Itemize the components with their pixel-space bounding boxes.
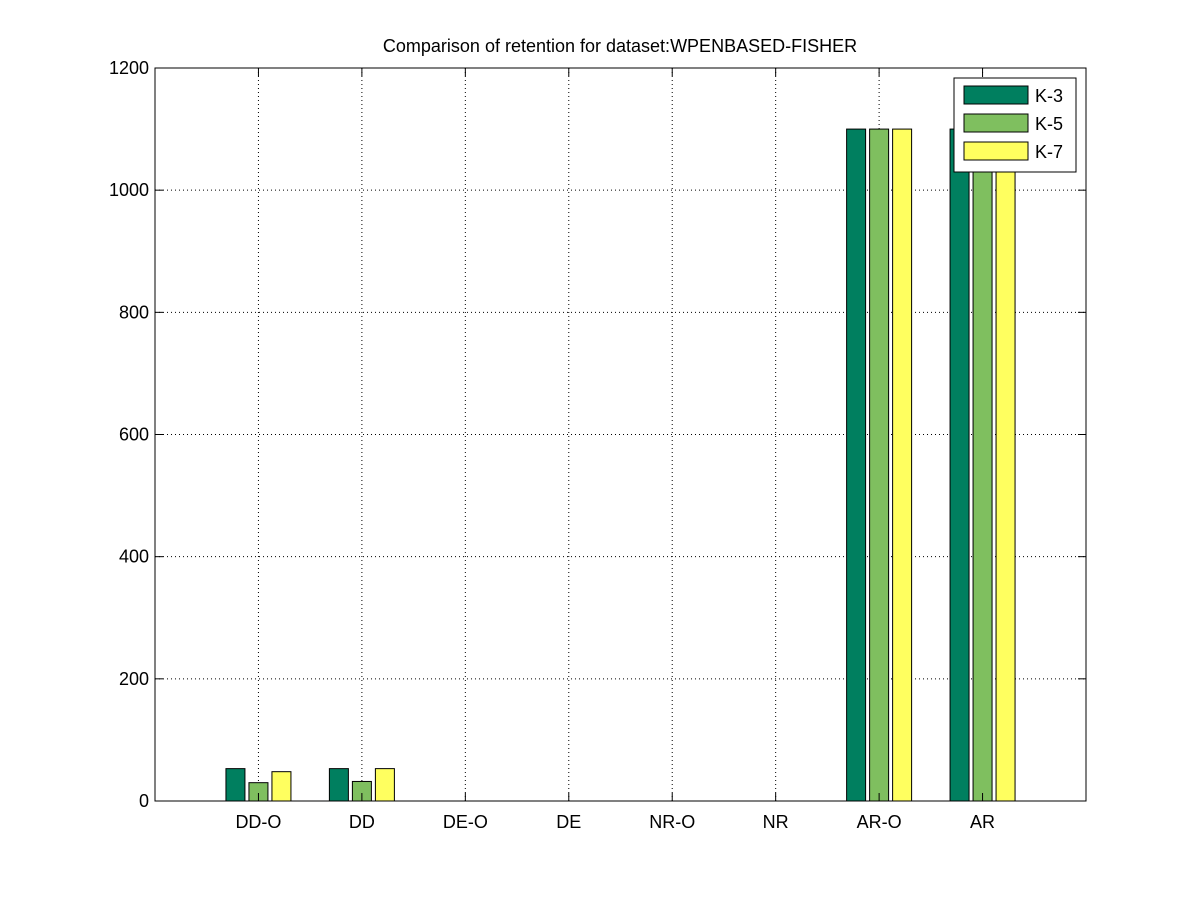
y-tick-label: 0 (139, 791, 149, 811)
y-tick-label: 1200 (109, 58, 149, 78)
y-tick-label: 400 (119, 547, 149, 567)
bar-k-7-ar (995, 128, 1016, 802)
x-tick-label: NR-O (649, 812, 695, 832)
bar-k-3-ar-o (846, 128, 867, 802)
plot-area: 0 200 400 600 800 1000 1200 DD-O DD DE-O DE NR-O NR A… (109, 58, 1087, 832)
x-tick-label: DD-O (235, 812, 281, 832)
bar-k-5-ar (972, 128, 993, 802)
x-tick-label: AR (970, 812, 995, 832)
bar-k-3-ar (949, 128, 970, 802)
legend-swatch-k-5 (963, 113, 1029, 133)
bar-k-7-dd-o (271, 771, 292, 802)
x-tick-label: AR-O (857, 812, 902, 832)
x-tick-label: DD (349, 812, 375, 832)
y-tick-label: 1000 (109, 180, 149, 200)
legend-label-k-5: K-5 (1035, 114, 1063, 134)
y-tick-label: 200 (119, 669, 149, 689)
legend-label-k-7: K-7 (1035, 142, 1063, 162)
legend-swatch-k-7 (963, 141, 1029, 161)
chart-title: Comparison of retention for dataset:WPEN… (383, 36, 857, 56)
legend-label-k-3: K-3 (1035, 86, 1063, 106)
x-tick-label: DE-O (443, 812, 488, 832)
bar-k-7-ar-o (892, 128, 913, 802)
legend-swatch-k-3 (963, 85, 1029, 105)
bar-k-3-dd (328, 768, 349, 802)
x-tick-label: DE (556, 812, 581, 832)
bar-k-7-dd (374, 768, 395, 802)
x-tick-label: NR (763, 812, 789, 832)
y-tick-label: 800 (119, 302, 149, 322)
y-tick-label: 600 (119, 425, 149, 445)
bar-k-5-ar-o (869, 128, 890, 802)
bar-k-3-dd-o (225, 768, 246, 802)
